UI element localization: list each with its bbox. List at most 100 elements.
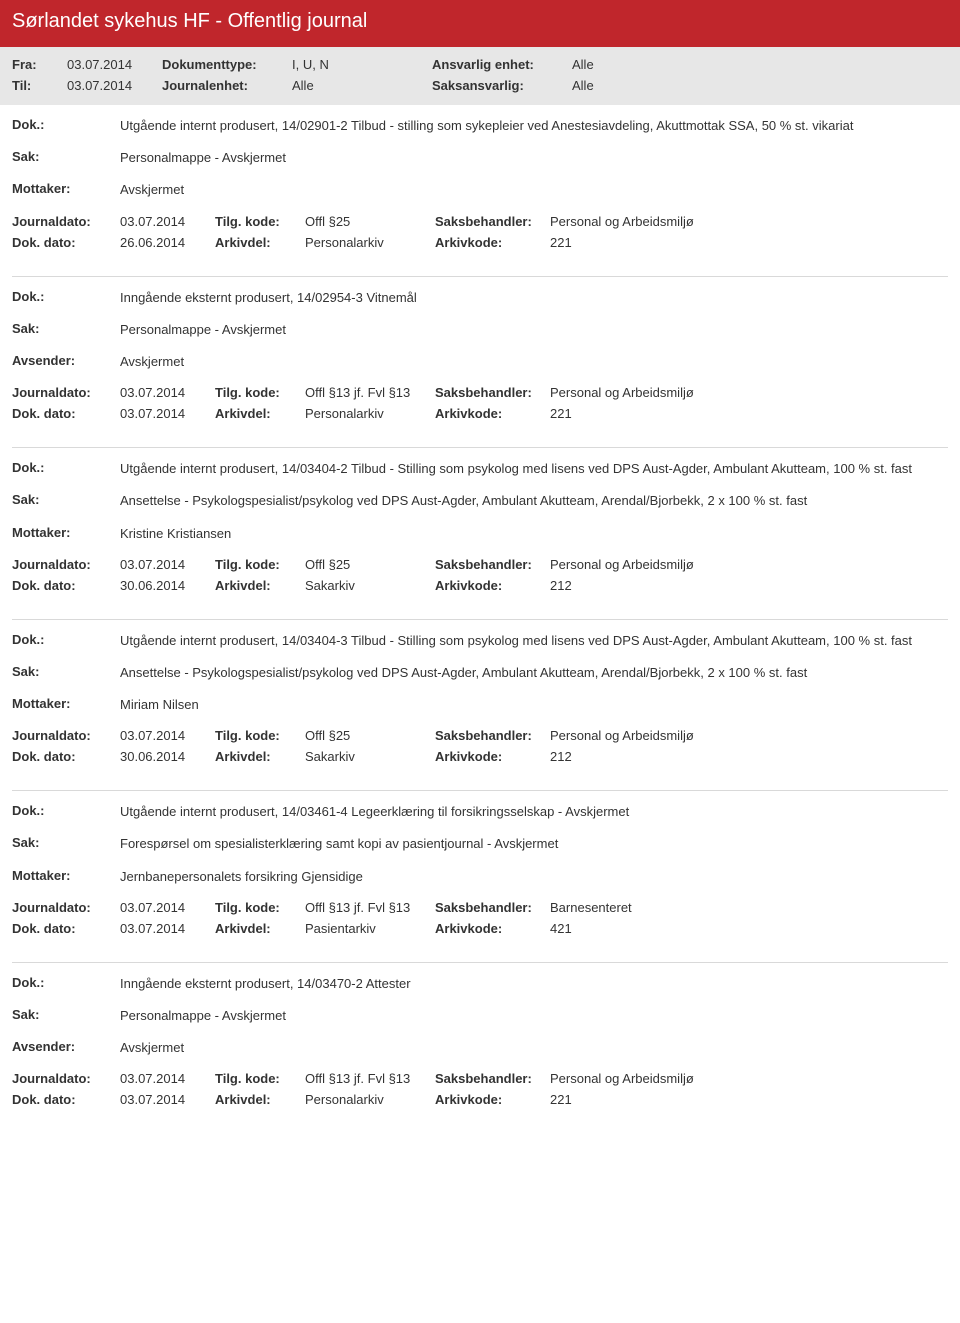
sak-label: Sak: — [12, 492, 120, 507]
party-value: Avskjermet — [120, 353, 948, 371]
dok-value: Utgående internt produsert, 14/03461-4 L… — [120, 803, 948, 821]
meta-row-2: Dok. dato:03.07.2014Arkivdel:Pasientarki… — [12, 921, 948, 936]
meta-row-2: Dok. dato:30.06.2014Arkivdel:SakarkivArk… — [12, 578, 948, 593]
journaldato-label: Journaldato: — [12, 214, 120, 229]
filter-bar: Fra: 03.07.2014 Dokumenttype: I, U, N An… — [0, 47, 960, 105]
filter-row-2: Til: 03.07.2014 Journalenhet: Alle Saksa… — [12, 78, 948, 93]
journaldato-value: 03.07.2014 — [120, 385, 215, 400]
saksbehandler-label: Saksbehandler: — [435, 214, 550, 229]
dok-label: Dok.: — [12, 803, 120, 818]
arkivdel-value: Sakarkiv — [305, 749, 435, 764]
arkivkode-label: Arkivkode: — [435, 406, 550, 421]
dokdato-value: 03.07.2014 — [120, 406, 215, 421]
party-value: Kristine Kristiansen — [120, 525, 948, 543]
dokdato-value: 03.07.2014 — [120, 921, 215, 936]
sak-row: Sak:Ansettelse - Psykologspesialist/psyk… — [12, 664, 948, 682]
dok-row: Dok.:Utgående internt produsert, 14/0340… — [12, 460, 948, 478]
journaldato-value: 03.07.2014 — [120, 557, 215, 572]
arkivkode-value: 221 — [550, 1092, 572, 1107]
tilgkode-label: Tilg. kode: — [215, 385, 305, 400]
meta-row-1: Journaldato:03.07.2014Tilg. kode:Offl §2… — [12, 557, 948, 572]
saksbehandler-label: Saksbehandler: — [435, 557, 550, 572]
meta-row-1: Journaldato:03.07.2014Tilg. kode:Offl §2… — [12, 214, 948, 229]
sak-row: Sak:Personalmappe - Avskjermet — [12, 321, 948, 339]
journal-entry: Dok.:Inngående eksternt produsert, 14/02… — [12, 289, 948, 449]
meta-row-2: Dok. dato:26.06.2014Arkivdel:Personalark… — [12, 235, 948, 250]
dokdato-value: 30.06.2014 — [120, 578, 215, 593]
party-label: Avsender: — [12, 1039, 120, 1054]
journaldato-value: 03.07.2014 — [120, 214, 215, 229]
saksbehandler-label: Saksbehandler: — [435, 728, 550, 743]
tilgkode-value: Offl §13 jf. Fvl §13 — [305, 385, 435, 400]
dokdato-value: 30.06.2014 — [120, 749, 215, 764]
fra-label: Fra: — [12, 57, 67, 72]
arkivkode-value: 421 — [550, 921, 572, 936]
arkivdel-value: Pasientarkiv — [305, 921, 435, 936]
page-title: Sørlandet sykehus HF - Offentlig journal — [12, 10, 367, 32]
dokdato-label: Dok. dato: — [12, 1092, 120, 1107]
sak-value: Ansettelse - Psykologspesialist/psykolog… — [120, 664, 948, 682]
saksbehandler-label: Saksbehandler: — [435, 900, 550, 915]
journal-entry: Dok.:Utgående internt produsert, 14/0340… — [12, 460, 948, 620]
tilgkode-value: Offl §13 jf. Fvl §13 — [305, 900, 435, 915]
party-row: Avsender:Avskjermet — [12, 353, 948, 371]
tilgkode-label: Tilg. kode: — [215, 214, 305, 229]
saksbehandler-value: Barnesenteret — [550, 900, 632, 915]
saksbehandler-value: Personal og Arbeidsmiljø — [550, 385, 694, 400]
til-label: Til: — [12, 78, 67, 93]
arkivdel-label: Arkivdel: — [215, 406, 305, 421]
saksbehandler-value: Personal og Arbeidsmiljø — [550, 214, 694, 229]
dok-row: Dok.:Utgående internt produsert, 14/0290… — [12, 117, 948, 135]
party-label: Mottaker: — [12, 525, 120, 540]
sak-value: Forespørsel om spesialisterklæring samt … — [120, 835, 948, 853]
dok-row: Dok.:Utgående internt produsert, 14/0340… — [12, 632, 948, 650]
saksansvarlig-value: Alle — [572, 78, 652, 93]
party-label: Avsender: — [12, 353, 120, 368]
sak-value: Personalmappe - Avskjermet — [120, 1007, 948, 1025]
fra-value: 03.07.2014 — [67, 57, 162, 72]
arkivdel-label: Arkivdel: — [215, 235, 305, 250]
sak-label: Sak: — [12, 1007, 120, 1022]
arkivdel-value: Personalarkiv — [305, 235, 435, 250]
dok-label: Dok.: — [12, 117, 120, 132]
tilgkode-value: Offl §25 — [305, 557, 435, 572]
sak-label: Sak: — [12, 664, 120, 679]
party-value: Avskjermet — [120, 181, 948, 199]
party-row: Mottaker:Avskjermet — [12, 181, 948, 199]
arkivkode-label: Arkivkode: — [435, 1092, 550, 1107]
tilgkode-value: Offl §25 — [305, 728, 435, 743]
dok-row: Dok.:Utgående internt produsert, 14/0346… — [12, 803, 948, 821]
til-value: 03.07.2014 — [67, 78, 162, 93]
arkivdel-label: Arkivdel: — [215, 921, 305, 936]
sak-row: Sak:Forespørsel om spesialisterklæring s… — [12, 835, 948, 853]
saksbehandler-label: Saksbehandler: — [435, 385, 550, 400]
meta-row-2: Dok. dato:03.07.2014Arkivdel:Personalark… — [12, 1092, 948, 1107]
party-label: Mottaker: — [12, 181, 120, 196]
dokdato-value: 26.06.2014 — [120, 235, 215, 250]
tilgkode-value: Offl §13 jf. Fvl §13 — [305, 1071, 435, 1086]
journal-entry: Dok.:Utgående internt produsert, 14/0340… — [12, 632, 948, 792]
doktype-label: Dokumenttype: — [162, 57, 292, 72]
sak-value: Ansettelse - Psykologspesialist/psykolog… — [120, 492, 948, 510]
dok-label: Dok.: — [12, 632, 120, 647]
tilgkode-value: Offl §25 — [305, 214, 435, 229]
page-header: Sørlandet sykehus HF - Offentlig journal — [0, 0, 960, 47]
dok-value: Inngående eksternt produsert, 14/03470-2… — [120, 975, 948, 993]
tilgkode-label: Tilg. kode: — [215, 900, 305, 915]
party-value: Miriam Nilsen — [120, 696, 948, 714]
journaldato-value: 03.07.2014 — [120, 1071, 215, 1086]
arkivkode-value: 212 — [550, 749, 572, 764]
meta-row-2: Dok. dato:30.06.2014Arkivdel:SakarkivArk… — [12, 749, 948, 764]
dok-value: Utgående internt produsert, 14/03404-3 T… — [120, 632, 948, 650]
sak-label: Sak: — [12, 149, 120, 164]
saksbehandler-value: Personal og Arbeidsmiljø — [550, 557, 694, 572]
tilgkode-label: Tilg. kode: — [215, 557, 305, 572]
dok-label: Dok.: — [12, 460, 120, 475]
arkivdel-value: Personalarkiv — [305, 406, 435, 421]
arkivdel-label: Arkivdel: — [215, 749, 305, 764]
party-label: Mottaker: — [12, 868, 120, 883]
dok-value: Utgående internt produsert, 14/03404-2 T… — [120, 460, 948, 478]
sak-label: Sak: — [12, 835, 120, 850]
sak-label: Sak: — [12, 321, 120, 336]
journaldato-value: 03.07.2014 — [120, 900, 215, 915]
